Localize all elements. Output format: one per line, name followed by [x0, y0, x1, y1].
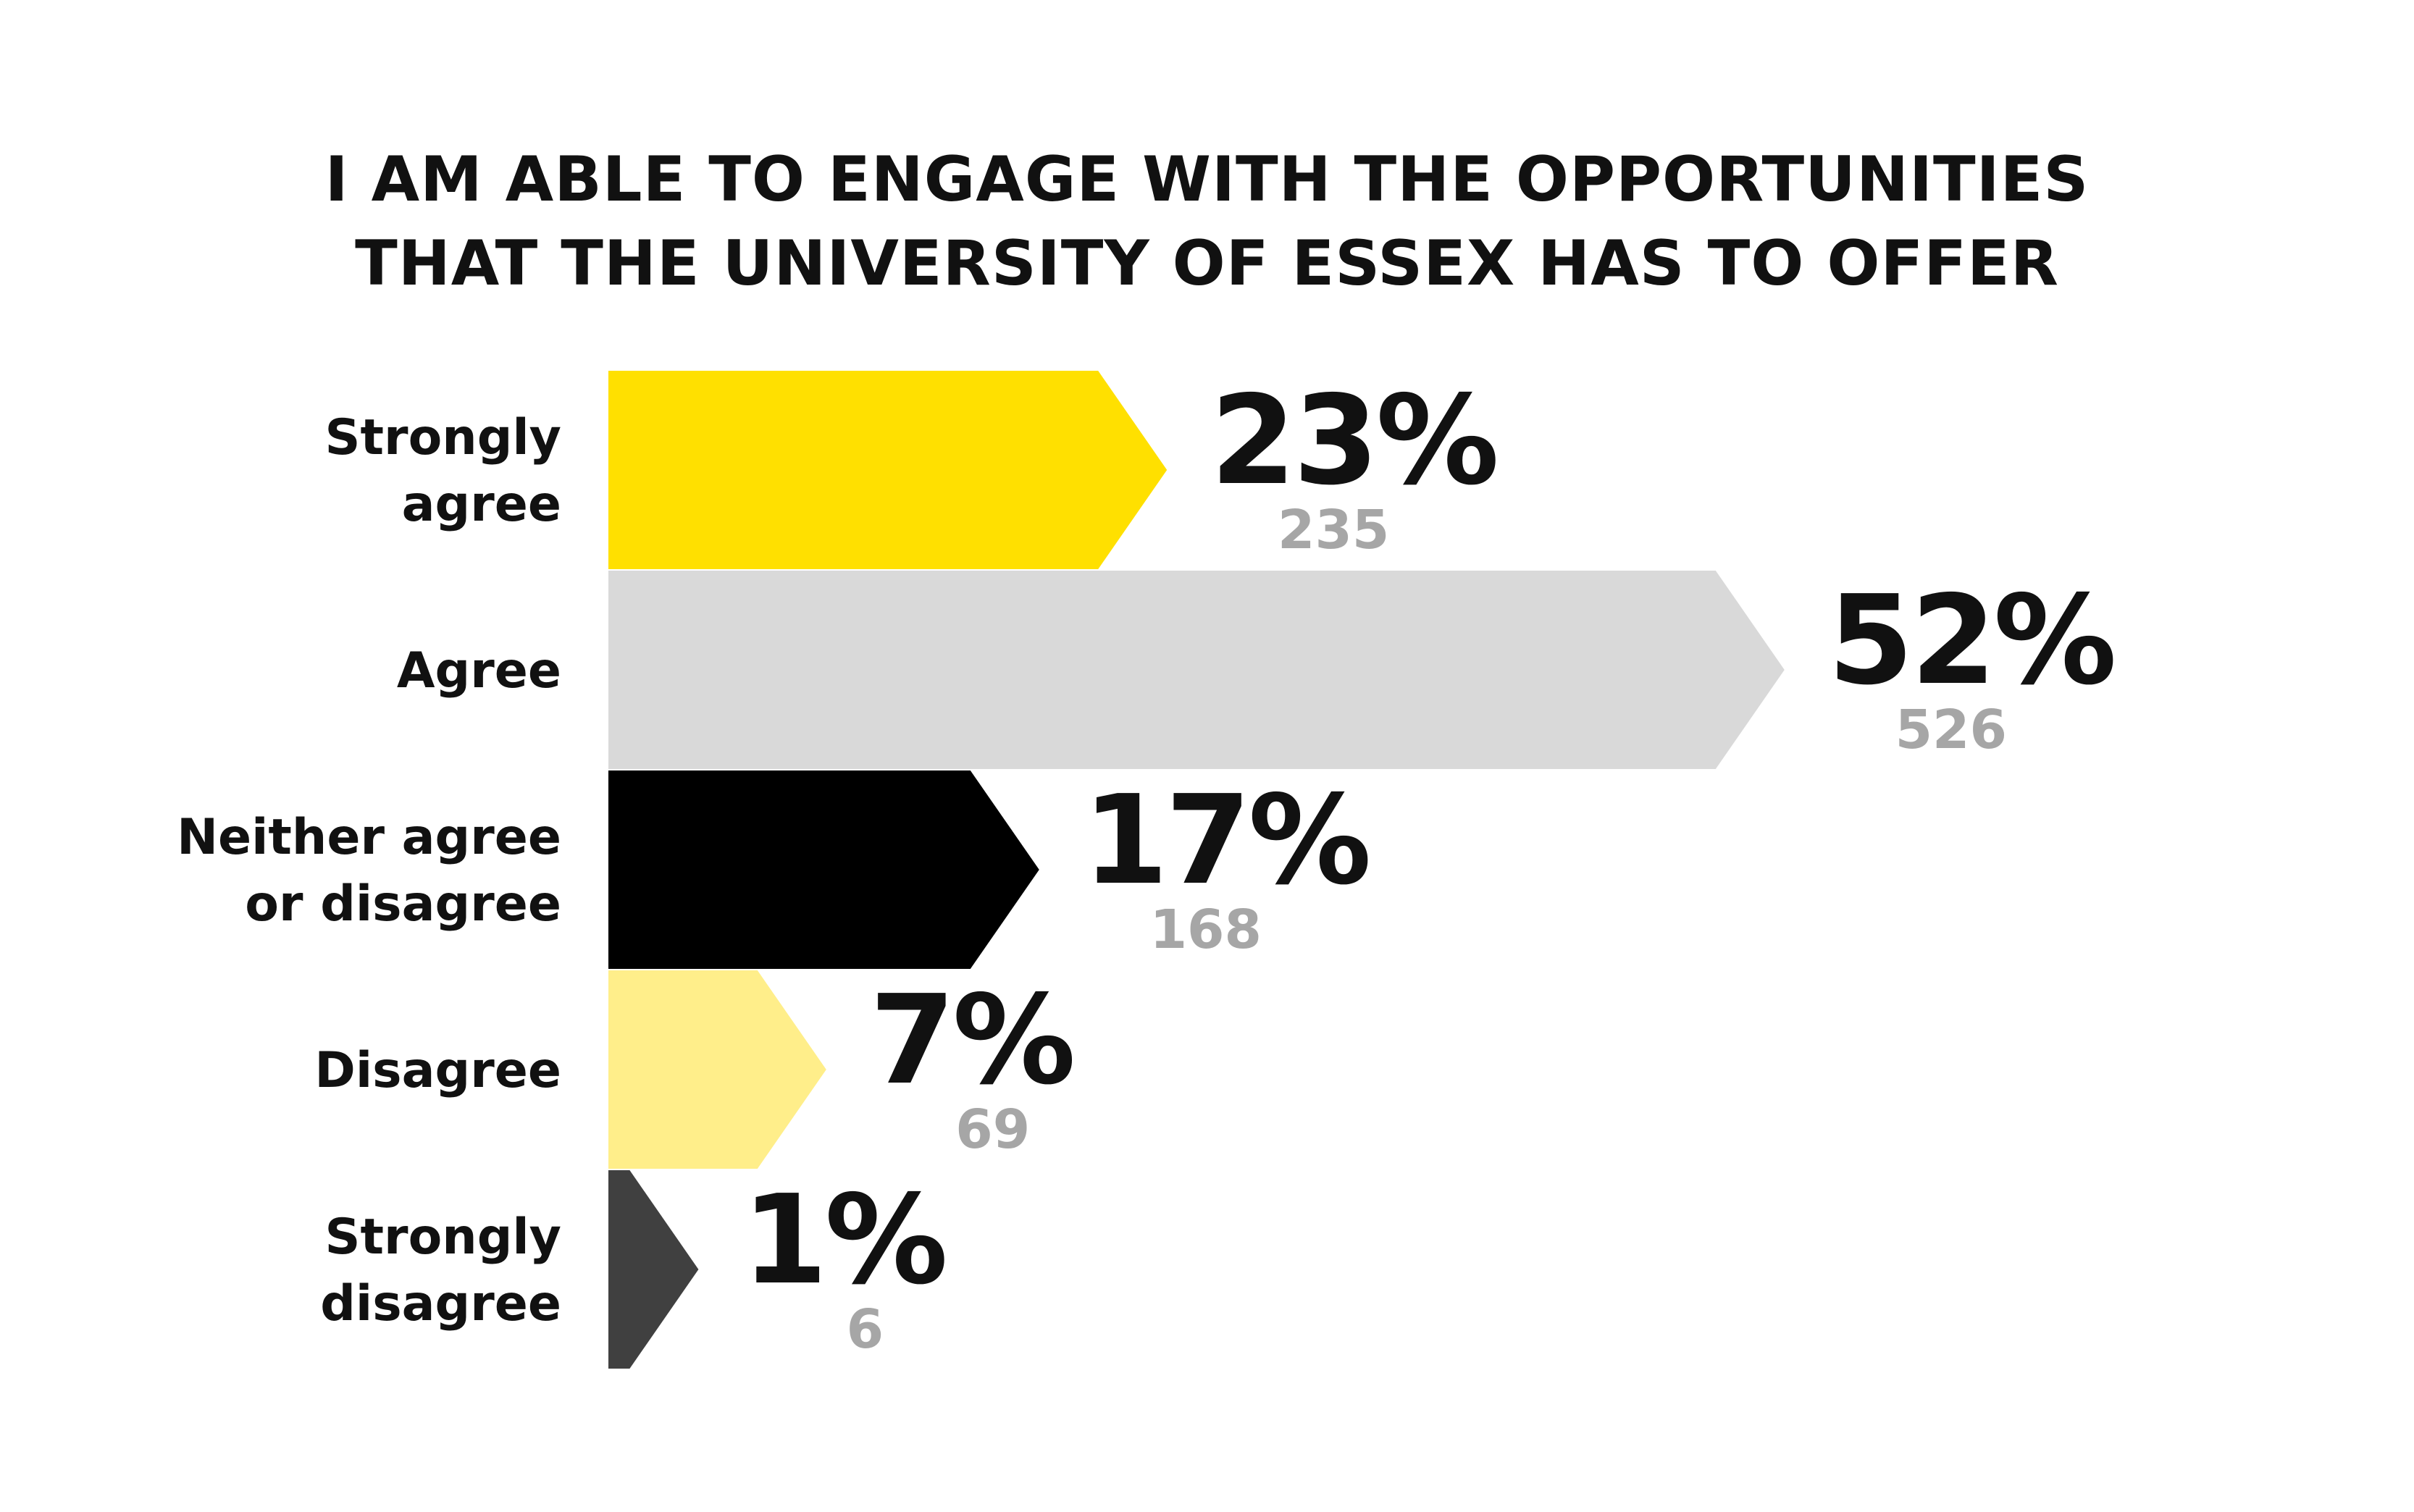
bar-0 [608, 371, 1168, 569]
bar-1 [608, 571, 1785, 769]
value-label-0: 23% [1210, 369, 1496, 513]
category-label-3-0: Disagree [314, 1042, 561, 1099]
count-label-4: 6 [847, 1298, 884, 1361]
chart-title-line-2: THAT THE UNIVERSITY OF ESSEX HAS TO OFFE… [355, 227, 2059, 300]
value-label-1: 52% [1828, 569, 2114, 713]
category-label-0-0: Strongly [325, 409, 561, 466]
category-label-2-0: Neither agree [177, 809, 561, 866]
value-label-3: 7% [870, 969, 1073, 1112]
bar-3 [608, 970, 826, 1169]
value-label-4: 1% [742, 1169, 945, 1312]
count-label-2: 168 [1150, 899, 1262, 961]
category-label-2-1: or disagree [245, 875, 561, 933]
count-label-1: 526 [1895, 699, 2007, 761]
category-label-0-1: agree [402, 476, 561, 533]
category-label-4-0: Strongly [325, 1209, 561, 1266]
chart-title-line-1: I AM ABLE TO ENGAGE WITH THE OPPORTUNITI… [324, 143, 2090, 216]
count-label-3: 69 [955, 1099, 1030, 1161]
category-label-1-0: Agree [397, 642, 561, 700]
bar-2 [608, 770, 1039, 969]
category-label-4-1: disagree [320, 1275, 561, 1332]
value-label-2: 17% [1083, 769, 1369, 912]
bar-4 [608, 1170, 699, 1369]
count-label-0: 235 [1278, 499, 1389, 561]
